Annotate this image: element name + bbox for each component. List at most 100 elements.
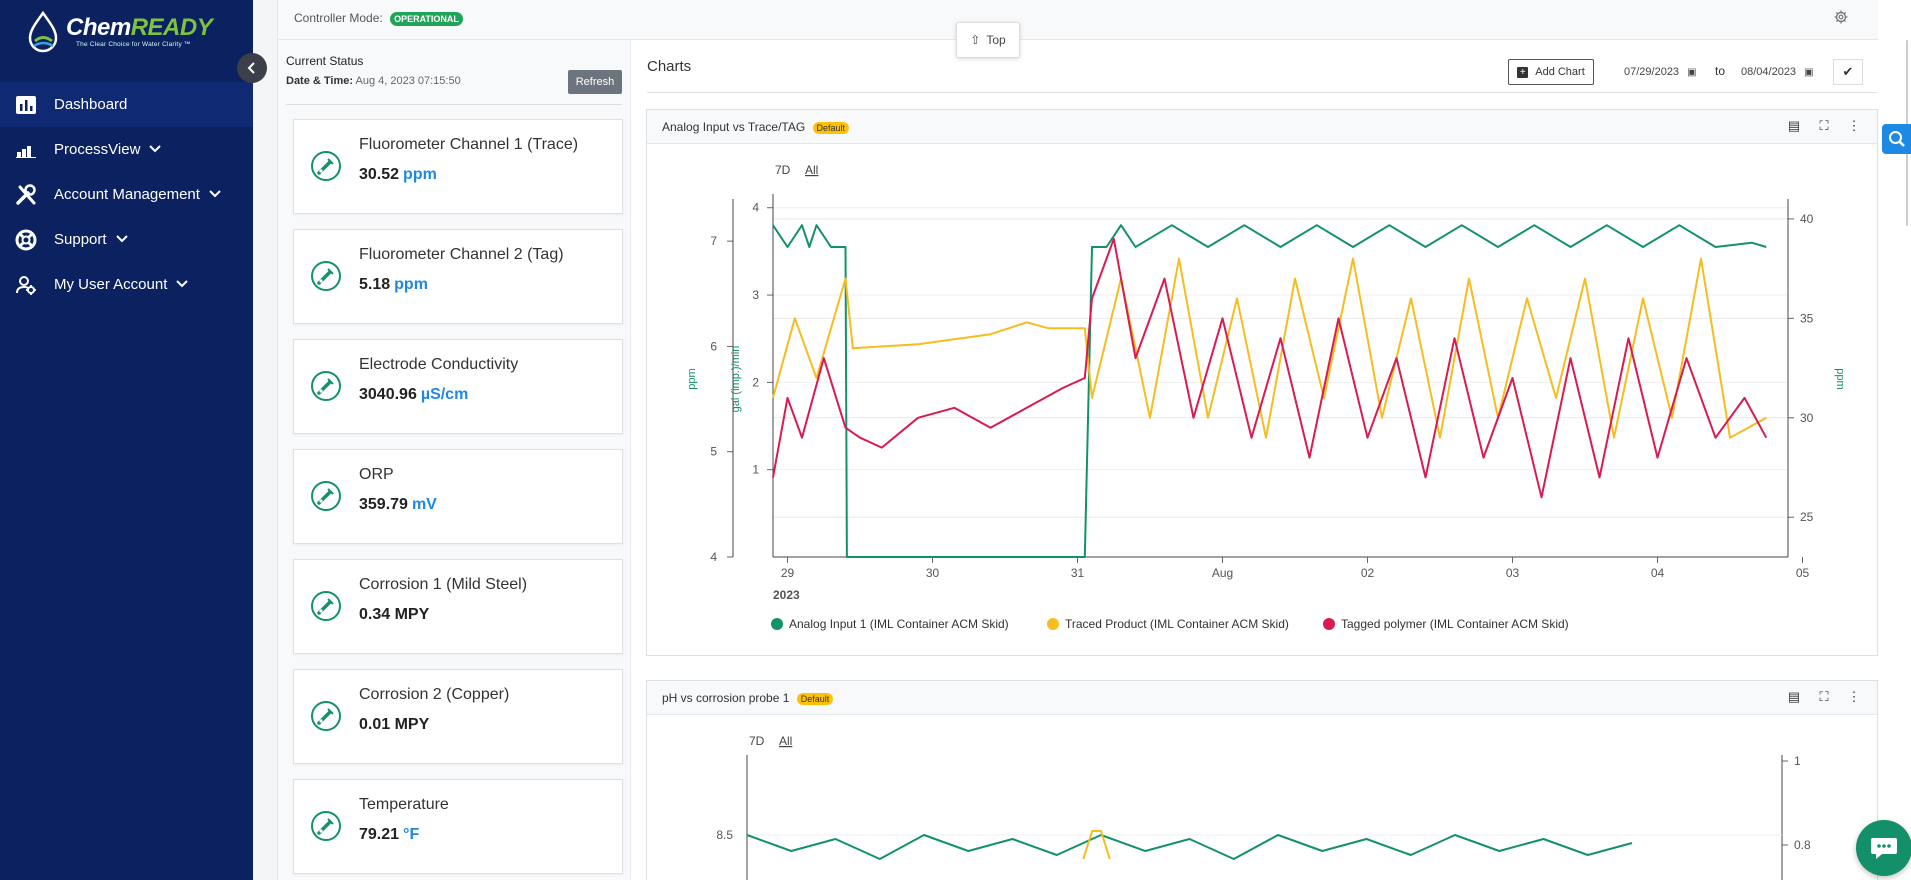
range-button-7d: 7D	[775, 163, 791, 177]
probe-gauge-icon	[310, 370, 342, 402]
outer-left-axis-tick: 7	[710, 234, 717, 248]
sidebar-item-my-user-account[interactable]: My User Account	[0, 262, 253, 307]
card-value-number: 359.79	[359, 496, 408, 513]
brand-name-part2: READY	[130, 13, 213, 41]
sidebar: ChemREADY The Clear Choice for Water Cla…	[0, 0, 253, 880]
right-axis-tick: 35	[1800, 311, 1814, 325]
status-card[interactable]: ORP 359.79 mV	[293, 449, 623, 544]
x-axis-tick: Aug	[1212, 566, 1233, 580]
gear-icon[interactable]	[1834, 10, 1848, 24]
card-title: Corrosion 1 (Mild Steel)	[359, 576, 528, 593]
zoom-search-button[interactable]	[1882, 124, 1911, 154]
card-value-number: 0.01 MPY	[359, 716, 430, 733]
right-axis-tick: 30	[1800, 411, 1814, 425]
card-unit: µS/cm	[420, 386, 469, 403]
apply-date-button[interactable]: ✔	[1833, 59, 1863, 85]
panel-header: pH vs corrosion probe 1 Default ▤ ⛶ ⋮	[647, 681, 1877, 715]
series-line-1	[772, 257, 1767, 439]
series-line-2	[772, 237, 1768, 499]
left-axis-tick: 8.5	[716, 828, 733, 842]
chart-panel-analog: Analog Input vs Trace/TAG Default ▤ ⛶ ⋮ …	[646, 109, 1878, 656]
x-axis-tick: 04	[1651, 566, 1665, 580]
lifebuoy-icon	[14, 228, 38, 252]
chevron-left-icon	[247, 62, 255, 74]
sidebar-item-support[interactable]: Support	[0, 217, 253, 262]
divider	[647, 92, 1877, 93]
panel-tools: ▤ ⛶ ⋮	[1787, 689, 1861, 704]
status-card[interactable]: Fluorometer Channel 2 (Tag) 5.18 ppm	[293, 229, 623, 324]
scroll-top-button[interactable]: ⇧ Top	[956, 22, 1020, 58]
outer-left-axis-label: ppm	[686, 368, 698, 389]
line-chart-ph: 7D All 8.5 1 0.8	[716, 734, 1811, 880]
panel-title: pH vs corrosion probe 1 Default	[662, 691, 834, 705]
table-view-icon[interactable]: ▤	[1787, 689, 1801, 704]
card-title: Electrode Conductivity	[359, 356, 519, 373]
status-card[interactable]: Corrosion 2 (Copper) 0.01 MPY	[293, 669, 623, 764]
series-line-1	[1082, 830, 1111, 860]
card-value-number: 3040.96	[359, 386, 417, 403]
default-badge: Default	[812, 122, 850, 134]
fullscreen-icon[interactable]: ⛶	[1819, 118, 1829, 133]
arrow-up-icon: ⇧	[970, 33, 981, 47]
series-line-0	[772, 224, 1767, 558]
divider	[286, 104, 622, 105]
chat-button[interactable]	[1856, 820, 1911, 876]
inner-left-axis-tick: 3	[752, 288, 759, 302]
sidebar-collapse-button[interactable]	[237, 53, 267, 83]
card-unit: mV	[411, 496, 437, 513]
card-unit: ppm	[403, 166, 437, 183]
default-badge: Default	[796, 693, 834, 705]
range-button-all: All	[779, 734, 792, 748]
status-card[interactable]: Temperature 79.21 °F	[293, 779, 623, 874]
chevron-down-icon	[115, 234, 128, 246]
x-axis-tick: 03	[1506, 566, 1520, 580]
sidebar-item-dashboard[interactable]: Dashboard	[0, 82, 253, 127]
drop-logo-icon	[22, 10, 64, 53]
right-axis-tick: 25	[1800, 510, 1814, 524]
card-value: 0.34 MPY	[359, 606, 433, 624]
x-axis-year: 2023	[773, 588, 800, 602]
x-axis-tick: 05	[1796, 566, 1810, 580]
sidebar-item-label: My User Account	[54, 276, 168, 293]
date-from-input[interactable]: 07/29/2023 ▣	[1616, 59, 1708, 85]
card-title: Temperature	[359, 796, 449, 813]
brand-tagline: The Clear Choice for Water Clarity ™	[76, 40, 191, 48]
line-chart-analog: 7D All 25 30 35 40 1 2 3 4 4 5 6 7 ppm gal (imp.)/min pp…	[686, 163, 1846, 631]
date-to-input[interactable]: 08/04/2023 ▣	[1733, 59, 1825, 85]
current-status-panel: Current Status Date & Time: Aug 4, 2023 …	[278, 40, 631, 880]
table-view-icon[interactable]: ▤	[1787, 118, 1801, 133]
charts-title: Charts	[647, 58, 692, 75]
calendar-icon: ▣	[1804, 66, 1814, 78]
card-unit: °F	[403, 826, 420, 843]
panel-title-text: Analog Input vs Trace/TAG	[662, 120, 806, 134]
sidebar-item-account-management[interactable]: Account Management	[0, 172, 253, 217]
more-vertical-icon[interactable]: ⋮	[1847, 689, 1861, 704]
inner-left-axis-tick: 2	[752, 375, 759, 389]
card-title: Fluorometer Channel 1 (Trace)	[359, 136, 579, 153]
status-datetime: Date & Time: Aug 4, 2023 07:15:50	[286, 75, 461, 87]
right-axis-tick: 0.8	[1794, 838, 1811, 852]
more-vertical-icon[interactable]: ⋮	[1847, 118, 1861, 133]
x-axis-tick: 31	[1071, 566, 1085, 580]
sidebar-item-label: ProcessView	[54, 141, 141, 158]
card-value-number: 30.52	[359, 166, 400, 183]
card-value: 30.52 ppm	[359, 166, 437, 184]
outer-left-axis-tick: 5	[710, 445, 717, 459]
date-from-value: 07/29/2023	[1624, 66, 1680, 78]
card-title: ORP	[359, 466, 394, 483]
card-unit: ppm	[394, 276, 428, 293]
sidebar-item-processview[interactable]: ProcessView	[0, 127, 253, 172]
status-card[interactable]: Fluorometer Channel 1 (Trace) 30.52 ppm	[293, 119, 623, 214]
tools-icon	[14, 183, 38, 207]
brand-logo[interactable]: ChemREADY The Clear Choice for Water Cla…	[22, 10, 222, 54]
legend-marker	[1047, 618, 1059, 630]
plus-square-icon: +	[1517, 66, 1529, 78]
fullscreen-icon[interactable]: ⛶	[1819, 689, 1829, 704]
add-chart-button[interactable]: + Add Chart	[1508, 59, 1594, 85]
status-card[interactable]: Corrosion 1 (Mild Steel) 0.34 MPY	[293, 559, 623, 654]
chevron-down-icon	[209, 189, 221, 201]
right-axis-tick: 40	[1800, 212, 1814, 226]
refresh-button[interactable]: Refresh	[568, 70, 622, 94]
status-card[interactable]: Electrode Conductivity 3040.96 µS/cm	[293, 339, 623, 434]
date-range-separator: to	[1715, 64, 1726, 78]
